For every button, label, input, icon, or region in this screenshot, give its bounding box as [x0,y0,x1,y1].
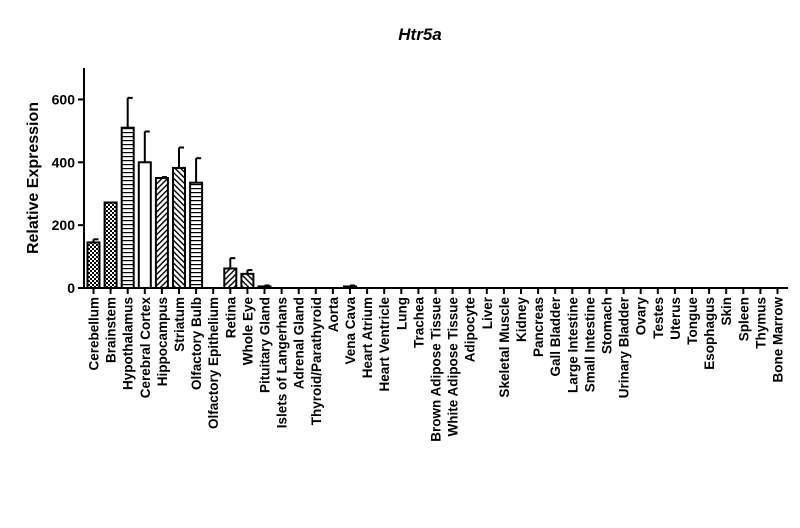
category-label: Heart Ventricle [377,297,392,392]
x-tick-labels: Cerebellum Brainstem Hypothalamus Cerebral … [87,296,786,442]
category-label: Gall Bladder [548,296,563,376]
bar [154,177,169,289]
category-label: Olfactory Bulb [189,297,204,390]
category-label: Uterus [668,297,683,340]
error-bars [92,96,355,287]
category-label: Brown Adipose Tissue [429,297,444,442]
category-label: Retina [223,297,238,339]
bar [223,267,238,289]
bar [120,126,135,290]
category-label: Vena Cava [343,297,358,365]
category-label: Large Intestine [565,297,580,394]
bar [172,166,186,289]
category-label: Thyroid/Parathyroid [309,297,324,425]
category-label: Striatum [172,297,187,352]
category-label: Cerebellum [87,297,102,371]
category-label: Skin [719,297,734,326]
category-label: Hypothalamus [121,297,136,390]
y-tick-label: 0 [67,280,75,296]
y-axis-label: Relative Expression [25,102,42,254]
category-label: Islets of Langerhans [275,297,290,428]
category-label: Skeletal Muscle [497,297,512,398]
category-label: Thymus [753,297,768,349]
category-label: Olfactory Epithelium [206,297,221,429]
category-label: Adipocyte [463,297,478,363]
category-label: Aorta [326,297,341,333]
y-tick-label: 400 [52,154,76,170]
bar [86,241,101,290]
category-label: Pituitary Gland [258,297,273,393]
category-label: Hippocampus [155,297,170,386]
category-label: White Adipose Tissue [446,297,461,437]
category-label: Brainstem [104,297,119,363]
y-tick-label: 600 [52,91,76,107]
category-label: Esophagus [702,297,717,370]
chart-title: Htr5a [398,25,441,44]
category-label: Heart Atrium [360,297,375,378]
category-label: Urinary Bladder [617,296,632,398]
bar [103,201,118,289]
bar [189,181,204,289]
x-axis [83,287,789,294]
bar [137,161,152,290]
category-label: Adrenal Gland [292,297,307,389]
category-label: Testes [651,297,666,339]
category-label: Liver [480,296,495,329]
y-tick-label: 200 [52,217,76,233]
bar [240,272,255,290]
category-label: Stomach [600,297,615,354]
category-label: Trachea [411,297,426,349]
category-label: Lung [394,297,409,330]
category-label: Small Intestine [582,297,597,393]
category-label: Pancreas [531,297,546,357]
y-axis: 0 200 400 600 [52,68,85,296]
category-label: Cerebral Cortex [138,297,153,399]
category-label: Ovary [634,297,649,336]
category-label: Tongue [685,297,700,345]
category-label: Bone Marrow [771,297,786,383]
category-label: Spleen [736,297,751,341]
bars [86,126,357,290]
category-label: Whole Eye [240,297,255,366]
category-label: Kidney [514,297,529,343]
